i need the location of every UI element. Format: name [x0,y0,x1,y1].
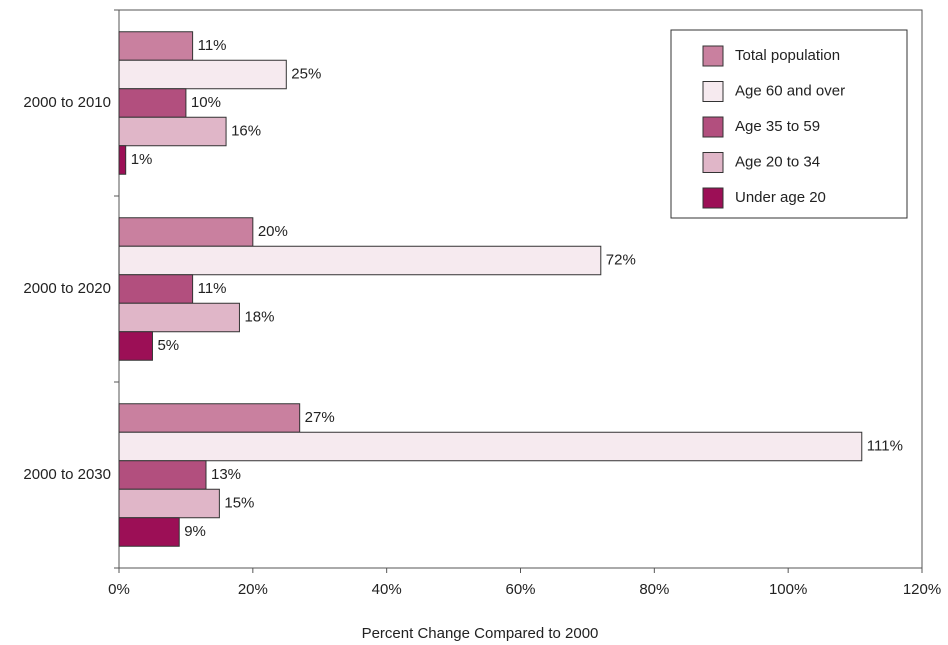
legend-swatch [702,152,724,173]
legend-label: Under age 20 [735,189,826,206]
bar [118,302,240,333]
x-tick-label: 60% [505,581,535,598]
legend-label: Age 60 and over [735,82,845,99]
x-tick-label: 120% [903,581,941,598]
bar [118,116,227,147]
legend-label: Age 35 to 59 [735,118,820,135]
y-tick-label: 2000 to 2030 [23,466,111,483]
value-label: 13% [211,466,241,483]
value-label: 16% [231,122,261,139]
bar [118,245,602,276]
legend-swatch [702,45,724,67]
value-label: 1% [131,151,153,168]
legend-swatch [702,116,724,138]
y-tick-label: 2000 to 2020 [23,280,111,297]
value-label: 25% [291,65,321,82]
bar [118,274,194,304]
bar [118,145,127,175]
x-axis-title: Percent Change Compared to 2000 [362,625,599,642]
value-label: 20% [258,223,288,240]
bar [118,517,180,547]
bar [118,31,194,61]
legend-swatch [702,81,724,102]
x-tick-label: 20% [238,581,268,598]
value-label: 72% [606,251,636,268]
bar [118,331,153,361]
bar [118,59,287,90]
value-label: 5% [157,337,179,354]
y-tick-label: 2000 to 2010 [23,94,111,111]
bar [118,488,220,519]
value-label: 111% [867,437,903,454]
bar [118,88,187,118]
value-label: 11% [198,280,227,297]
bar [118,217,254,247]
legend-label: Age 20 to 34 [735,153,820,170]
bar [118,460,207,490]
bar [118,403,301,433]
value-label: 11% [198,37,227,54]
value-label: 27% [305,409,335,426]
x-tick-label: 0% [108,581,130,598]
legend-label: Total population [735,47,840,64]
x-tick-label: 80% [639,581,669,598]
value-label: 10% [191,94,221,111]
value-label: 9% [184,523,206,540]
legend-swatch [702,187,724,209]
value-label: 18% [244,308,274,325]
x-tick-label: 40% [372,581,402,598]
value-label: 15% [224,494,254,511]
bar [118,431,863,462]
x-tick-label: 100% [769,581,807,598]
